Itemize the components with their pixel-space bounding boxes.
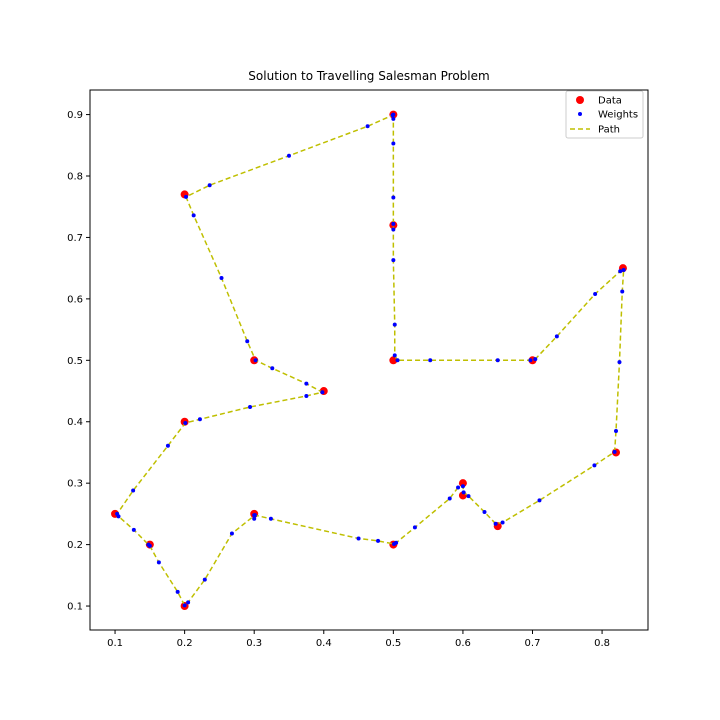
weight-point	[392, 541, 397, 546]
weight-point	[593, 291, 598, 296]
weight-point	[390, 113, 395, 118]
legend-path-label: Path	[598, 125, 620, 136]
weight-point	[184, 194, 189, 199]
weight-point	[245, 339, 250, 344]
weight-point	[191, 213, 196, 218]
weight-point	[495, 358, 500, 363]
y-tick-label: 0.3	[67, 479, 83, 490]
weight-point	[391, 221, 396, 226]
x-tick-label: 0.3	[246, 638, 262, 649]
weight-point	[197, 417, 202, 422]
x-tick-label: 0.4	[316, 638, 332, 649]
weight-point	[554, 334, 559, 339]
y-tick-label: 0.1	[67, 602, 83, 613]
weight-point	[175, 589, 180, 594]
chart-title: Solution to Travelling Salesman Problem	[248, 69, 489, 83]
weight-point	[115, 511, 120, 516]
legend-weights-marker	[578, 112, 582, 116]
weight-point	[165, 443, 170, 448]
weight-point	[186, 600, 191, 605]
weight-point	[248, 404, 253, 409]
weight-point	[461, 490, 466, 495]
legend-data-marker	[576, 96, 584, 104]
weight-point	[270, 366, 275, 371]
y-tick-label: 0.4	[67, 417, 83, 428]
weight-point	[613, 428, 618, 433]
weight-point	[460, 484, 465, 489]
x-tick-label: 0.7	[525, 638, 541, 649]
weight-point	[156, 560, 161, 565]
weight-point	[253, 358, 258, 363]
y-tick-label: 0.6	[67, 294, 83, 305]
weight-point	[428, 358, 433, 363]
path-line	[116, 114, 625, 607]
weight-point	[533, 357, 538, 362]
weight-point	[620, 289, 625, 294]
weight-point	[592, 463, 597, 468]
data-point	[389, 356, 398, 365]
weight-point	[131, 527, 136, 532]
weight-point	[146, 542, 151, 547]
weight-point	[252, 513, 257, 518]
x-tick-label: 0.6	[455, 638, 471, 649]
weight-point	[466, 494, 471, 499]
legend-data-label: Data	[598, 96, 622, 107]
weight-point	[391, 195, 396, 200]
weight-point	[219, 275, 224, 280]
legend-frame	[565, 90, 644, 139]
weight-point	[493, 521, 498, 526]
legend: Data Weights Path	[565, 90, 644, 139]
weight-point	[229, 531, 234, 536]
axes: 0.1 0.2 0.3 0.4 0.5 0.6 0.7 0.8 0.1 0.2 0.3 0.4 0.5 0…	[67, 89, 649, 649]
weight-point	[391, 141, 396, 146]
weight-point	[131, 488, 136, 493]
weight-point	[391, 227, 396, 232]
legend-weights-label: Weights	[598, 110, 638, 121]
weight-point	[320, 390, 325, 395]
y-tick-label: 0.9	[67, 110, 83, 121]
weight-point	[202, 577, 207, 582]
y-tick-label: 0.7	[67, 233, 83, 244]
weight-point	[182, 603, 187, 608]
weight-point	[391, 116, 396, 121]
x-tick-label: 0.1	[107, 638, 123, 649]
weight-point	[376, 538, 381, 543]
x-tick-label: 0.2	[177, 638, 193, 649]
weight-point	[356, 536, 361, 541]
weight-point	[456, 485, 461, 490]
y-tick-label: 0.2	[67, 540, 83, 551]
weight-point	[395, 358, 400, 363]
weight-point	[612, 449, 617, 454]
plot-area	[111, 110, 627, 611]
weight-point	[207, 183, 212, 188]
weight-point	[304, 381, 309, 386]
weight-point	[618, 269, 623, 274]
weight-point	[482, 510, 487, 515]
weight-point	[392, 353, 397, 358]
weight-point	[447, 496, 452, 501]
weight-point	[286, 153, 291, 158]
weight-point	[365, 124, 370, 129]
weight-point	[304, 393, 309, 398]
weight-point	[392, 322, 397, 327]
x-tick-label: 0.8	[594, 638, 610, 649]
weight-point	[528, 358, 533, 363]
weight-point	[537, 498, 542, 503]
x-tick-label: 0.5	[385, 638, 401, 649]
weight-point	[391, 258, 396, 263]
weight-point	[617, 360, 622, 365]
y-tick-label: 0.8	[67, 172, 83, 183]
weight-point	[268, 516, 273, 521]
data-point	[458, 479, 467, 488]
weight-point	[621, 268, 626, 272]
y-tick-label: 0.5	[67, 356, 83, 367]
weight-point	[183, 420, 188, 425]
weight-point	[252, 516, 257, 521]
weight-point	[412, 525, 417, 530]
weight-point	[500, 520, 505, 525]
